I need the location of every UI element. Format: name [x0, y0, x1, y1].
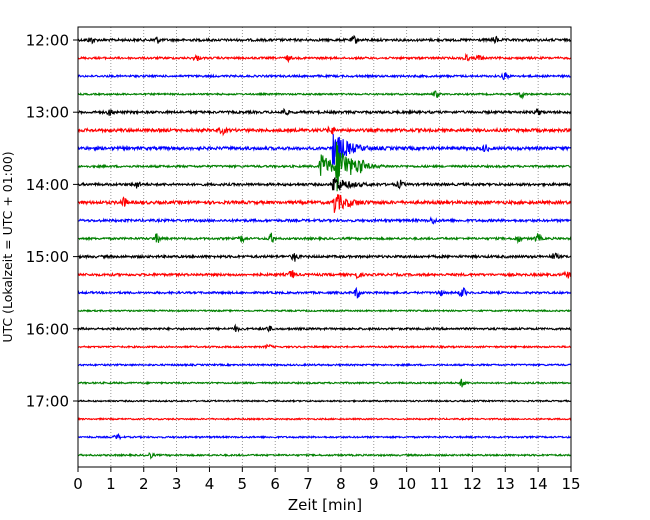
trace-1300 [77, 107, 572, 117]
y-tick-label: 12:00 [26, 32, 69, 50]
x-axis-label: Zeit [min] [288, 496, 362, 514]
x-tick-label: 7 [303, 475, 313, 493]
x-tick-label: 9 [369, 475, 379, 493]
x-tick-label: 15 [561, 475, 580, 493]
trace-1745 [77, 452, 572, 460]
trace-1230 [77, 72, 572, 81]
trace-1200 [77, 34, 572, 45]
trace-1545 [77, 308, 572, 313]
y-tick-label: 16:00 [26, 320, 69, 338]
y-tick-label: 15:00 [26, 248, 69, 266]
trace-1730 [77, 433, 572, 441]
x-tick-label: 4 [205, 475, 215, 493]
x-tick-label: 10 [397, 475, 416, 493]
trace-1515 [77, 270, 572, 280]
trace-1615 [77, 343, 572, 350]
trace-1345 [77, 142, 572, 192]
x-tick-label: 5 [238, 475, 248, 493]
seismic-traces [77, 34, 572, 460]
x-tick-label: 1 [106, 475, 116, 493]
trace-1445 [77, 232, 572, 245]
y-axis-ticks: 12:00 13:00 14:00 15:00 16:00 17:00 [26, 32, 78, 411]
trace-1430 [77, 215, 572, 225]
x-tick-label: 6 [270, 475, 280, 493]
x-axis-ticks: 0 1 2 3 4 5 6 7 8 9 10 11 12 13 14 15 [73, 467, 581, 493]
vertical-gridlines [110, 27, 539, 467]
trace-1315 [77, 125, 572, 137]
x-tick-label: 8 [336, 475, 346, 493]
trace-1715 [77, 416, 572, 422]
trace-1600 [77, 323, 572, 333]
trace-1645 [77, 378, 572, 388]
y-tick-label: 14:00 [26, 176, 69, 194]
trace-1700 [77, 398, 572, 404]
trace-1330 [77, 134, 572, 168]
x-tick-label: 2 [139, 475, 149, 493]
x-tick-label: 14 [529, 475, 548, 493]
x-tick-label: 11 [430, 475, 449, 493]
plot-frame [77, 26, 572, 468]
trace-1530 [77, 286, 572, 299]
trace-1500 [77, 252, 572, 262]
trace-1215 [77, 52, 572, 64]
trace-1415 [77, 194, 572, 213]
trace-1245 [77, 90, 572, 100]
trace-1630 [77, 362, 572, 368]
y-tick-label: 13:00 [26, 104, 69, 122]
x-tick-label: 3 [172, 475, 182, 493]
y-axis-label: UTC (Lokalzeit = UTC + 01:00) [0, 151, 15, 342]
trace-1400 [77, 177, 572, 191]
x-tick-label: 0 [73, 475, 83, 493]
x-tick-label: 12 [463, 475, 482, 493]
y-tick-label: 17:00 [26, 393, 69, 411]
x-tick-label: 13 [496, 475, 515, 493]
